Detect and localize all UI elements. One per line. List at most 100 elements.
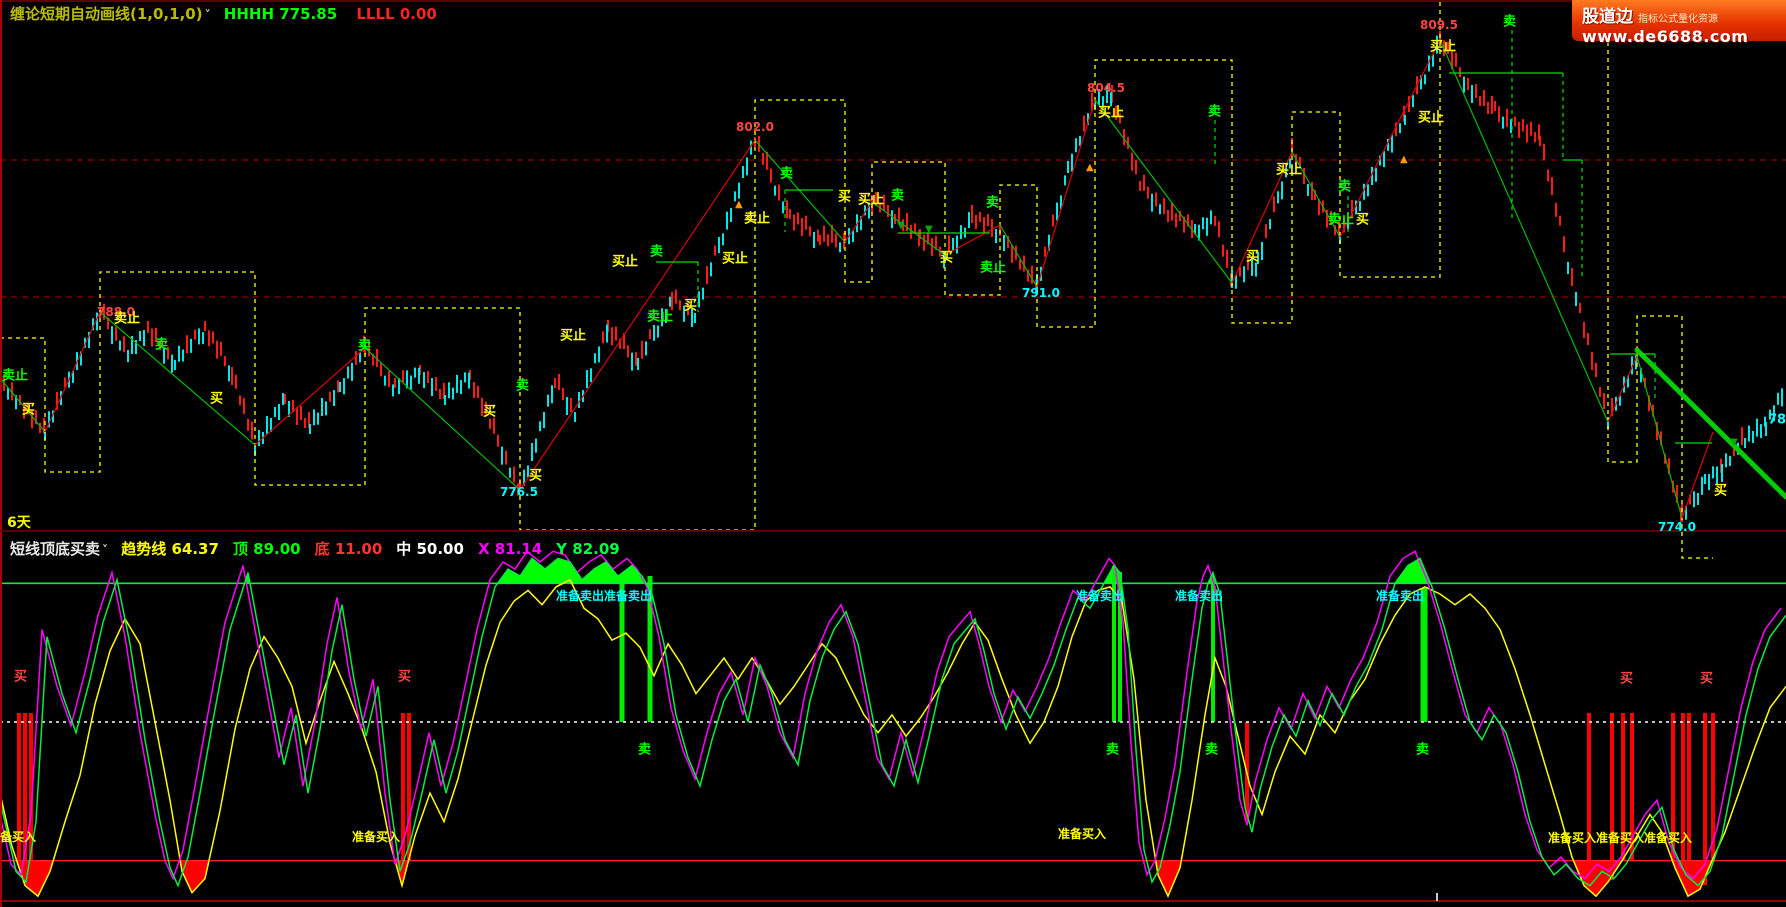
logo-tagline: 指标公式量化资源 — [1638, 14, 1718, 25]
zigzag-segment — [1231, 151, 1293, 284]
chevron-down-icon[interactable]: ˅ — [204, 8, 211, 22]
buy-marker: 买 — [22, 402, 36, 418]
up-candles — [0, 31, 1743, 522]
zigzag-segment — [1036, 99, 1096, 288]
price-label: 802.0 — [736, 120, 774, 134]
indicator-values: 趋势线 64.37 顶 89.00 底 11.00 中 50.00 X 81.14 Y 8… — [121, 540, 633, 558]
zigzag-segment — [0, 377, 46, 433]
prepare-buy-label: 准备买入准备买入准备买入 — [1548, 831, 1693, 845]
sub-indicator-title[interactable]: 短线顶底买卖 — [10, 540, 101, 558]
buy-stop-marker: 买止 — [612, 254, 639, 270]
sell-marker: 卖 — [358, 338, 372, 354]
zigzag-segment — [844, 201, 873, 243]
indicator-value: 趋势线 64.37 — [121, 540, 219, 558]
sell-stop-marker: 卖止 — [980, 260, 1007, 276]
zigzag-segment — [364, 347, 521, 491]
sell-marker: 卖 — [1503, 14, 1517, 30]
sell-stop-marker: 卖止 — [647, 309, 674, 325]
buy-stop-marker: 买止 — [1276, 162, 1303, 178]
zigzag-segment — [999, 224, 1038, 288]
price-label: 78 — [1768, 412, 1786, 428]
zigzag-segment — [44, 311, 101, 433]
zigzag-segment — [1439, 39, 1609, 423]
sell-marker: 卖 — [155, 337, 169, 353]
up-arrow-icon: ▲ — [1400, 154, 1408, 165]
logo-banner[interactable]: 股道边 指标公式量化资源 www.de6688.com — [1572, 0, 1786, 46]
oversold-fill — [16, 860, 1713, 897]
up-arrow-icon: ▲ — [735, 199, 743, 210]
buy-marker: 买 — [14, 669, 28, 685]
indicator-value: 顶 89.00 — [232, 540, 301, 558]
price-label: 774.0 — [1658, 520, 1696, 534]
buy-stop-marker: 买止 — [1418, 110, 1445, 126]
thick-trend-line — [1634, 347, 1786, 500]
prepare-sell-label: 准备卖出 — [1175, 589, 1224, 603]
prepare-sell-label: 准备卖出准备卖出 — [556, 589, 653, 603]
price-label: 791.0 — [1022, 286, 1060, 300]
prepare-buy-label: 准备买入 — [352, 830, 401, 844]
buy-marker: 买 — [210, 391, 224, 407]
trailing-stop-line — [0, 0, 1713, 559]
logo-brand: 股道边 — [1582, 7, 1633, 27]
indicator-value: 中 50.00 — [396, 540, 464, 558]
prepare-sell-label: 准备卖出 — [1076, 589, 1125, 603]
buy-marker: 买 — [684, 298, 698, 314]
zigzag-segment — [1681, 431, 1714, 519]
indicator-title[interactable]: 缠论短期自动画线(1,0,1,0) — [10, 5, 203, 23]
zigzag-segment — [871, 201, 946, 256]
zigzag-segment — [754, 139, 846, 243]
hhhh-value: HHHH 775.85 — [223, 5, 338, 23]
prepare-sell-label: 准备卖出 — [1376, 589, 1425, 603]
indicator-value: X 81.14 — [477, 540, 543, 558]
sell-stop-marker: 卖止 — [114, 311, 141, 327]
sell-marker: 卖 — [1416, 742, 1430, 758]
buy-marker: 买 — [940, 250, 954, 266]
sell-stop-marker: 卖止 — [2, 368, 29, 384]
buy-stop-marker: 买止 — [1430, 39, 1457, 55]
buy-stop-marker: 买止 — [1098, 105, 1125, 121]
zigzag-segment — [1291, 151, 1341, 238]
sell-stop-marker: 卖止 — [744, 211, 771, 227]
sell-marker: 卖 — [638, 742, 652, 758]
down-arrow-icon: ▼ — [1730, 437, 1738, 448]
llll-value: LLLL 0.00 — [356, 5, 437, 23]
buy-marker: 买 — [1700, 671, 1714, 687]
price-label: 776.5 — [500, 485, 538, 499]
sell-marker: 卖 — [891, 188, 905, 204]
sell-marker: 卖 — [780, 166, 794, 182]
indicator-value: 底 11.00 — [314, 540, 383, 558]
down-candles — [7, 35, 1783, 520]
zigzag-segment — [519, 139, 756, 491]
buy-marker: 买 — [838, 189, 852, 205]
chevron-down-icon[interactable]: ˅ — [102, 543, 109, 557]
zigzag-segment — [99, 311, 256, 446]
y-curve-green — [0, 557, 1786, 888]
period-label: 6天 — [7, 515, 31, 531]
top-indicator-header: 缠论短期自动画线(1,0,1,0) ˅ HHHH 775.85 LLLL 0.00 — [10, 3, 437, 24]
buy-stop-marker: 买止 — [722, 251, 749, 267]
zigzag-segment — [254, 347, 366, 446]
sell-marker: 卖 — [986, 195, 1000, 211]
buy-stop-marker: 买止 — [858, 192, 885, 208]
buy-marker: 买 — [529, 468, 543, 484]
sell-marker: 卖 — [516, 378, 530, 394]
zigzag-segment — [944, 224, 1001, 256]
down-arrow-icon: ▼ — [897, 220, 905, 231]
sell-marker: 卖 — [1205, 742, 1219, 758]
sell-marker: 卖 — [650, 244, 664, 260]
trend-curve-yellow — [0, 578, 1786, 899]
buy-marker: 买 — [1246, 249, 1260, 265]
buy-stop-marker: 买止 — [560, 328, 587, 344]
sell-stop-marker: 卖止 — [1328, 212, 1355, 228]
logo-url: www.de6688.com — [1582, 27, 1749, 46]
prepare-buy-label: 准备买入 — [0, 830, 37, 844]
zigzag-segment — [1607, 355, 1638, 423]
bottom-indicator-header: 短线顶底买卖 ˅ 趋势线 64.37 顶 89.00 底 11.00 中 50.00 X … — [10, 538, 634, 559]
buy-marker: 买 — [1620, 671, 1634, 687]
price-label: 788.0 — [97, 305, 135, 319]
down-arrow-icon: ▼ — [925, 224, 933, 235]
indicator-value: Y 82.09 — [556, 540, 620, 558]
sell-marker: 卖 — [1106, 742, 1120, 758]
